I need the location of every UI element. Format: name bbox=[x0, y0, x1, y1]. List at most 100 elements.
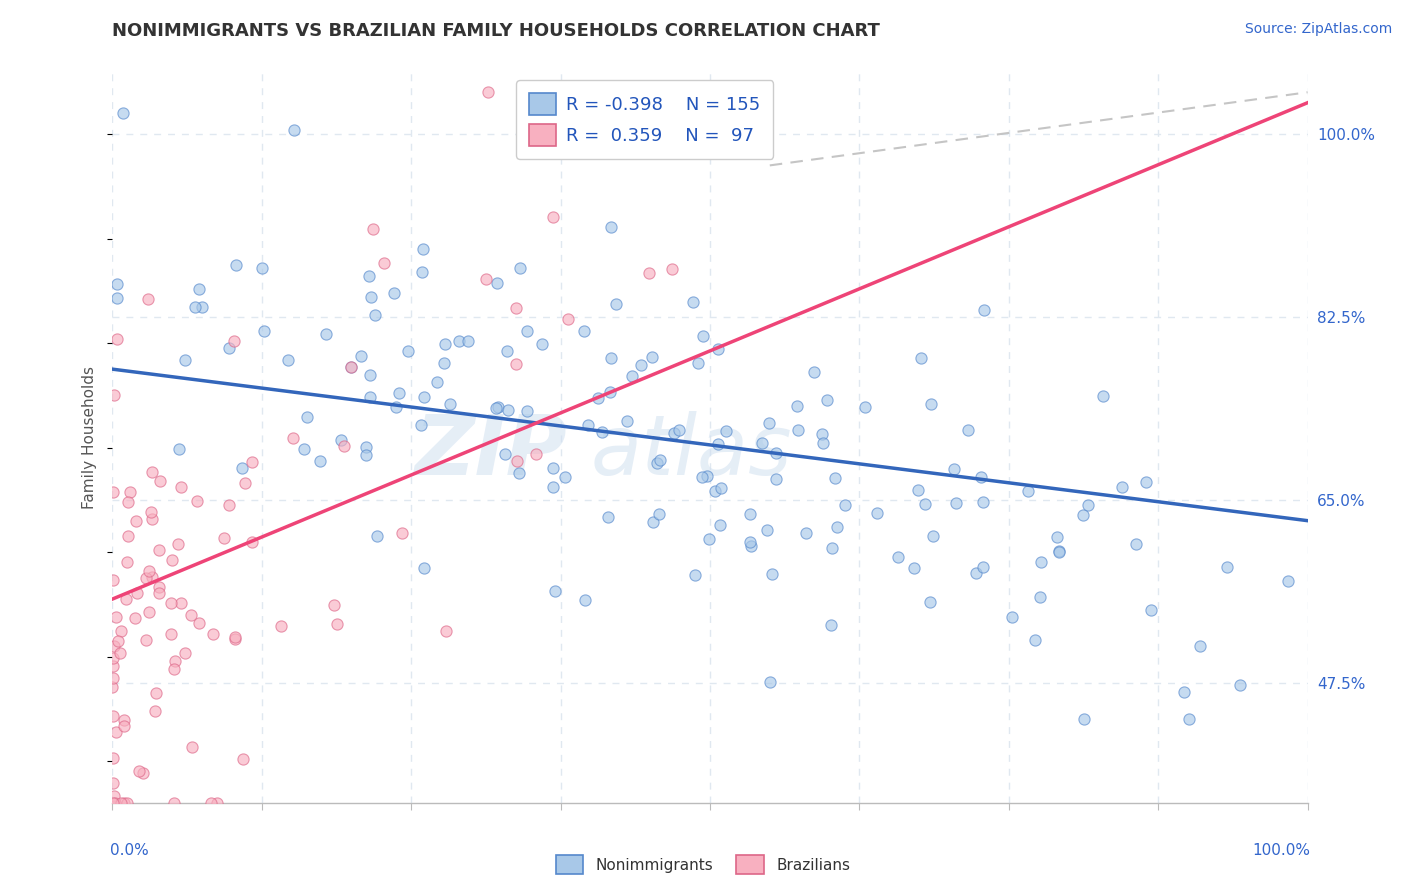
Point bbox=[945, 496, 967, 510]
Point bbox=[1001, 609, 1024, 624]
Point bbox=[112, 106, 135, 120]
Point bbox=[233, 476, 256, 491]
Point bbox=[765, 446, 787, 460]
Point bbox=[903, 561, 925, 575]
Point bbox=[340, 359, 363, 374]
Point bbox=[136, 293, 159, 307]
Text: NONIMMIGRANTS VS BRAZILIAN FAMILY HOUSEHOLDS CORRELATION CHART: NONIMMIGRANTS VS BRAZILIAN FAMILY HOUSEH… bbox=[112, 22, 880, 40]
Point bbox=[1077, 498, 1099, 512]
Point bbox=[586, 392, 609, 406]
Point bbox=[439, 397, 461, 411]
Point bbox=[373, 256, 395, 270]
Point bbox=[1091, 389, 1114, 403]
Point bbox=[118, 485, 141, 500]
Point bbox=[866, 506, 889, 520]
Point bbox=[354, 448, 377, 462]
Point bbox=[707, 437, 730, 451]
Point bbox=[494, 447, 516, 461]
Point bbox=[1125, 537, 1147, 551]
Point bbox=[821, 541, 844, 555]
Point bbox=[145, 686, 167, 700]
Point bbox=[887, 549, 910, 564]
Point bbox=[115, 796, 138, 810]
Point bbox=[361, 221, 384, 235]
Point bbox=[112, 713, 135, 727]
Point bbox=[409, 418, 432, 433]
Point bbox=[434, 624, 457, 639]
Point bbox=[330, 433, 353, 447]
Text: atlas: atlas bbox=[591, 411, 792, 492]
Point bbox=[853, 401, 876, 415]
Point bbox=[180, 608, 202, 623]
Point bbox=[103, 776, 125, 790]
Point bbox=[295, 410, 318, 425]
Point bbox=[125, 514, 148, 528]
Point bbox=[212, 531, 235, 545]
Point bbox=[543, 480, 565, 494]
Point bbox=[101, 681, 124, 695]
Point bbox=[765, 472, 787, 486]
Point bbox=[108, 646, 131, 660]
Point bbox=[181, 739, 204, 754]
Point bbox=[759, 675, 782, 690]
Point bbox=[110, 796, 132, 810]
Point bbox=[165, 654, 187, 668]
Point bbox=[1140, 603, 1163, 617]
Point bbox=[486, 400, 509, 414]
Point bbox=[543, 461, 565, 475]
Point bbox=[786, 399, 808, 413]
Point bbox=[110, 624, 132, 638]
Point bbox=[692, 470, 714, 484]
Point bbox=[138, 606, 160, 620]
Point bbox=[1111, 480, 1133, 494]
Point bbox=[413, 560, 436, 574]
Point bbox=[682, 295, 704, 310]
Point bbox=[224, 632, 246, 647]
Point bbox=[1047, 545, 1070, 559]
Point bbox=[101, 709, 124, 723]
Point bbox=[359, 368, 381, 382]
Point bbox=[630, 358, 652, 372]
Point bbox=[683, 568, 706, 582]
Point bbox=[384, 286, 406, 301]
Point bbox=[907, 483, 929, 498]
Point bbox=[477, 85, 499, 99]
Point bbox=[138, 564, 160, 578]
Point bbox=[332, 439, 354, 453]
Point bbox=[309, 454, 332, 468]
Point bbox=[104, 796, 127, 810]
Point bbox=[910, 351, 932, 366]
Point bbox=[162, 553, 184, 567]
Point bbox=[101, 651, 124, 665]
Point bbox=[366, 528, 388, 542]
Point bbox=[516, 404, 538, 418]
Point bbox=[686, 85, 709, 99]
Point bbox=[218, 341, 240, 355]
Point bbox=[160, 596, 183, 610]
Point bbox=[188, 282, 211, 296]
Point bbox=[599, 385, 621, 400]
Point bbox=[973, 303, 995, 318]
Point bbox=[112, 796, 135, 810]
Point bbox=[434, 337, 457, 351]
Point bbox=[107, 633, 129, 648]
Point bbox=[163, 796, 186, 810]
Point bbox=[148, 543, 170, 558]
Point bbox=[240, 455, 263, 469]
Point bbox=[101, 659, 124, 673]
Point bbox=[825, 520, 848, 534]
Point bbox=[599, 219, 621, 234]
Point bbox=[412, 242, 434, 256]
Point bbox=[270, 619, 292, 633]
Point bbox=[647, 507, 669, 521]
Point bbox=[710, 481, 733, 495]
Point bbox=[202, 627, 225, 641]
Point bbox=[103, 387, 125, 401]
Point bbox=[1073, 712, 1095, 726]
Point bbox=[240, 534, 263, 549]
Point bbox=[222, 334, 245, 349]
Point bbox=[160, 626, 183, 640]
Point bbox=[107, 332, 129, 346]
Point bbox=[149, 474, 172, 488]
Point bbox=[433, 356, 456, 370]
